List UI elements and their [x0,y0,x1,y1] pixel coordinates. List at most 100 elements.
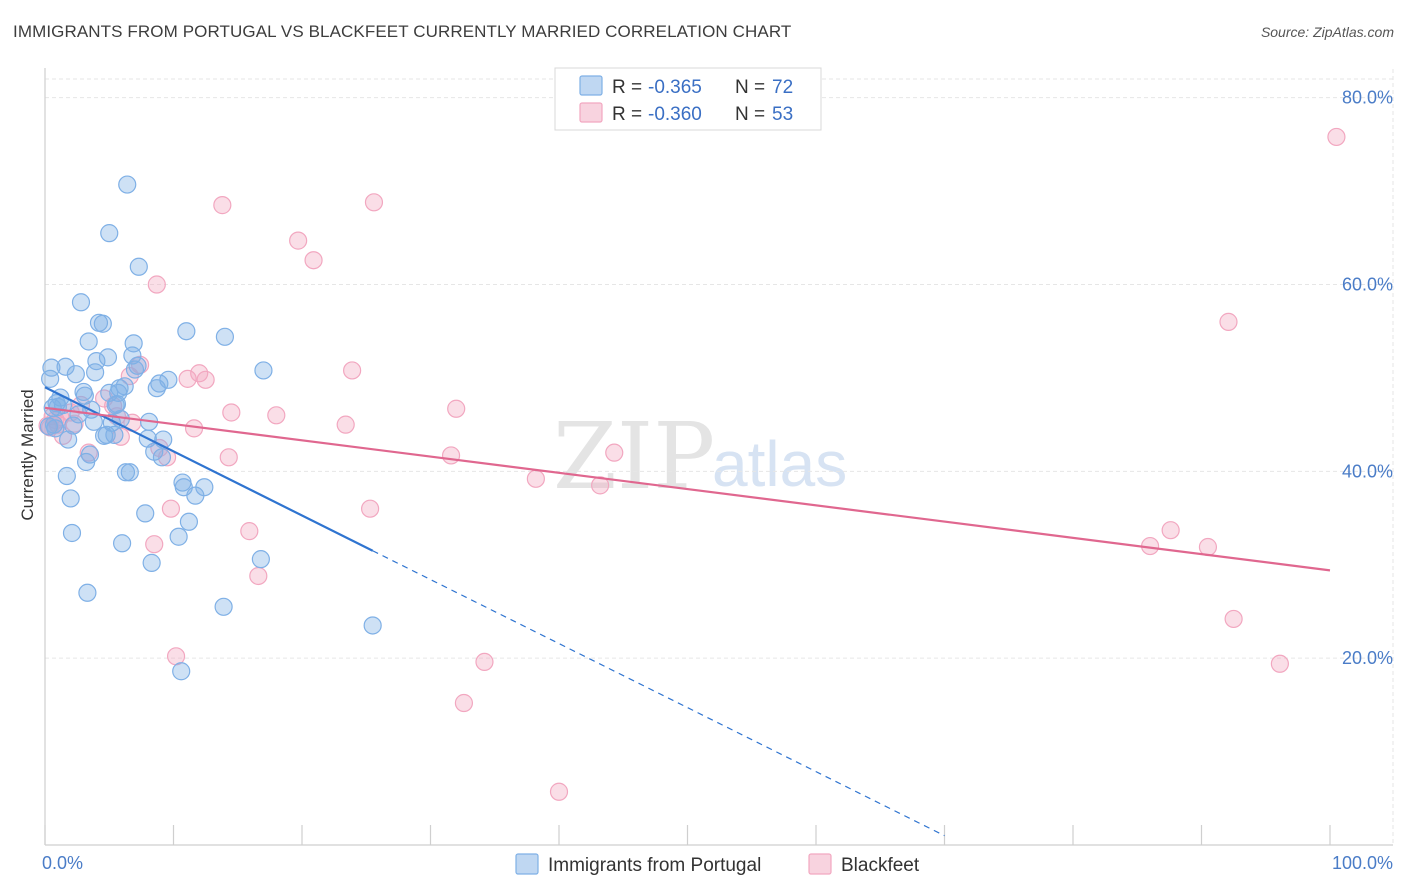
chart-source: Source: ZipAtlas.com [1260,24,1394,40]
watermark-atlas: atlas [712,428,847,500]
point-blackfeet-46 [591,476,610,495]
legend-n-value-portugal: 72 [772,77,793,98]
stats-legend: R = -0.365 N = 72 R = -0.360 N = 53 [554,67,822,131]
point-portugal-56 [142,553,161,572]
point-blackfeet-42 [454,693,474,713]
bottom-legend-label-portugal: Immigrants from Portugal [548,855,761,876]
point-portugal-13 [61,489,80,508]
legend-r-label-portugal: R = [612,77,642,98]
point-portugal-67 [177,322,196,341]
point-portugal-47 [120,463,139,482]
point-portugal-75 [363,616,382,635]
point-portugal-70 [195,478,214,497]
point-portugal-22 [78,583,97,602]
point-blackfeet-49 [1161,521,1180,540]
point-portugal-33 [98,348,118,367]
point-blackfeet-40 [441,446,461,465]
y-tick-label-40: 40.0% [1342,461,1393,481]
legend-r-value-blackfeet: -0.360 [648,104,702,125]
point-blackfeet-32 [249,566,268,586]
point-portugal-14 [62,523,82,543]
y-tick-labels: 20.0% 40.0% 60.0% 80.0% [1342,88,1393,668]
point-portugal-64 [172,662,191,681]
point-blackfeet-29 [219,448,238,467]
point-portugal-63 [169,527,188,546]
point-portugal-28 [87,352,106,371]
point-portugal-68 [179,512,199,531]
legend-swatch-blackfeet [579,102,603,123]
point-blackfeet-44 [526,469,545,488]
point-blackfeet-35 [304,251,323,270]
legend-r-value-portugal: -0.365 [648,77,702,98]
point-portugal-73 [251,550,270,569]
point-blackfeet-33 [267,406,286,425]
point-portugal-60 [152,448,172,467]
point-blackfeet-19 [147,275,166,294]
gridlines [45,69,1394,845]
chart-title: IMMIGRANTS FROM PORTUGAL VS BLACKFEET CU… [13,22,792,41]
point-portugal-37 [105,425,124,445]
point-blackfeet-36 [336,415,355,434]
point-blackfeet-18 [145,535,164,554]
y-axis-title: Currently Married [18,389,37,520]
point-blackfeet-30 [222,403,241,422]
point-portugal-52 [129,257,148,276]
point-portugal-59 [150,374,169,393]
legend-n-label-blackfeet: N = [735,104,765,125]
point-portugal-53 [136,504,155,523]
point-portugal-49 [124,334,143,353]
point-portugal-2 [42,358,61,377]
point-blackfeet-26 [190,364,209,383]
point-blackfeet-52 [1224,609,1243,629]
axes [44,68,1393,846]
point-portugal-51 [128,356,147,375]
trend-line-portugal-extrapolated [372,550,945,837]
point-portugal-45 [116,463,136,482]
point-blackfeet-50 [1198,537,1218,557]
point-blackfeet-43 [475,652,494,672]
point-blackfeet-41 [447,399,466,418]
point-blackfeet-27 [196,370,215,389]
point-portugal-30 [93,314,112,333]
point-portugal-62 [159,370,178,389]
point-portugal-43 [112,534,132,553]
point-blackfeet-31 [240,522,259,541]
point-portugal-18 [71,293,91,312]
point-blackfeet-53 [1270,654,1289,673]
legend-n-value-blackfeet: 53 [772,104,793,125]
series-legend: Immigrants from Portugal Blackfeet [515,853,920,876]
point-portugal-71 [214,597,233,616]
point-portugal-74 [254,361,273,380]
point-portugal-12 [59,430,78,449]
legend-swatch-portugal [579,75,603,96]
point-portugal-46 [118,175,137,194]
point-blackfeet-54 [1327,127,1346,147]
point-blackfeet-24 [178,369,197,388]
point-blackfeet-28 [213,196,232,215]
point-blackfeet-37 [343,361,362,380]
point-portugal-23 [79,332,98,351]
point-blackfeet-22 [161,499,181,518]
bottom-legend-swatch-portugal [515,853,539,875]
y-tick-label-80: 80.0% [1342,88,1393,108]
point-portugal-10 [56,357,75,376]
point-portugal-44 [115,377,134,396]
bottom-legend-label-blackfeet: Blackfeet [841,855,920,876]
x-tick-labels: 0.0% 100.0% [42,853,1393,873]
point-portugal-35 [100,224,119,243]
y-tick-label-60: 60.0% [1342,275,1393,295]
x-tick-label-min: 0.0% [42,853,83,873]
point-blackfeet-39 [364,193,384,212]
point-portugal-24 [80,445,100,464]
watermark-zip: ZIP [553,403,715,510]
point-portugal-16 [66,365,85,384]
point-portugal-26 [84,412,103,431]
legend-n-label-portugal: N = [735,77,765,98]
point-portugal-11 [57,466,76,486]
watermark: ZIP atlas [553,403,847,510]
y-tick-label-20: 20.0% [1342,648,1393,668]
point-blackfeet-51 [1219,312,1238,331]
bottom-legend-swatch-blackfeet [808,853,832,875]
point-blackfeet-47 [605,443,624,462]
series-portugal-points [39,175,382,681]
